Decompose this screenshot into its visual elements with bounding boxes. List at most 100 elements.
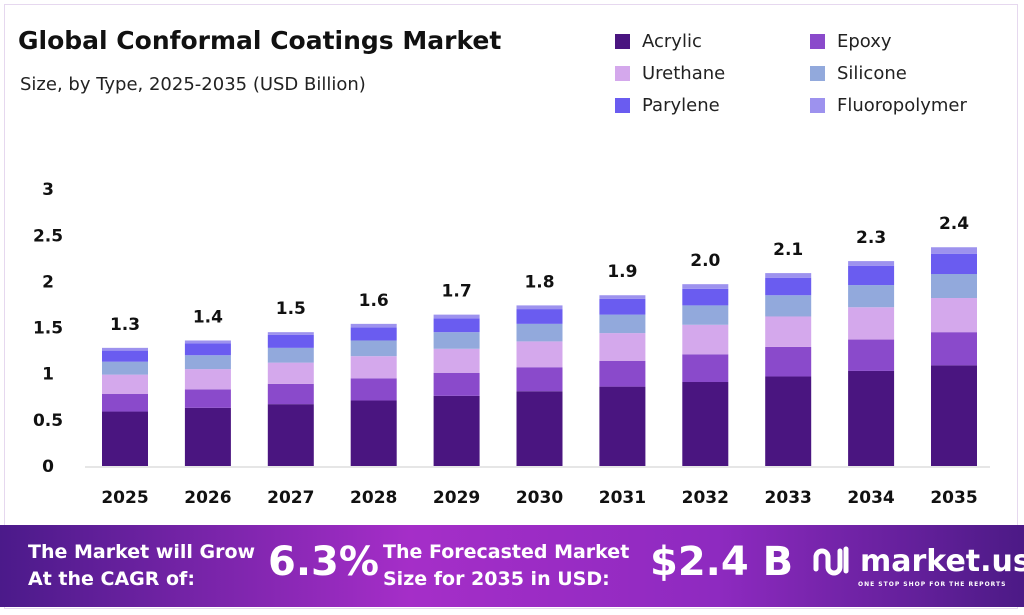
x-tick-label: 2028 (350, 488, 397, 508)
x-tick-label: 2027 (267, 488, 314, 508)
bar-segment-epoxy (267, 383, 314, 405)
legend-swatch (615, 65, 630, 81)
bar-segment-silicone (765, 295, 812, 317)
cagr-label-line1: The Market will Grow (28, 541, 256, 563)
y-tick-label: 2.5 (33, 226, 63, 246)
bar-segment-urethane (516, 341, 563, 368)
legend-label: Silicone (837, 62, 907, 84)
legend-item-silicone: Silicone (810, 62, 1005, 84)
cagr-label: The Market will Grow At the CAGR of: (28, 539, 255, 593)
bar-segment-acrylic (516, 391, 563, 466)
bar-segment-epoxy (433, 372, 480, 396)
brand-logo: market.us ONE STOP SHOP FOR THE REPORTS (812, 543, 1024, 588)
bar-segment-urethane (765, 316, 812, 347)
total-label: 1.8 (524, 272, 554, 292)
bar-segment-epoxy (599, 360, 646, 387)
x-tick-label: 2030 (516, 488, 563, 508)
bar-segment-silicone (516, 323, 563, 342)
total-label: 1.7 (442, 282, 472, 302)
bar-segment-silicone (184, 355, 231, 370)
legend-label: Urethane (642, 62, 726, 84)
bar-segment-fluoropolymer (848, 261, 895, 266)
bar-segment-fluoropolymer (682, 284, 729, 289)
bar-segment-acrylic (184, 407, 231, 466)
bar-segment-silicone (682, 305, 729, 325)
legend-item-parylene: Parylene (615, 94, 810, 116)
cagr-label-line2: At the CAGR of: (28, 568, 195, 590)
bar-segment-fluoropolymer (931, 247, 977, 254)
chart-subtitle: Size, by Type, 2025-2035 (USD Billion) (20, 74, 366, 95)
bar-segment-fluoropolymer (102, 347, 148, 351)
bar-segment-parylene (350, 327, 397, 341)
total-label: 2.3 (856, 228, 886, 248)
total-label: 1.5 (276, 299, 306, 319)
bar-segment-silicone (433, 332, 480, 349)
bar-segment-fluoropolymer (516, 305, 563, 310)
bar-segment-silicone (102, 361, 148, 375)
legend-label: Acrylic (642, 30, 702, 52)
legend-label: Epoxy (837, 30, 892, 52)
legend-label: Fluoropolymer (837, 94, 967, 116)
legend-item-acrylic: Acrylic (615, 30, 810, 52)
bar-segment-epoxy (350, 378, 397, 401)
bar-segment-parylene (184, 343, 231, 356)
bar-segment-acrylic (102, 411, 148, 466)
total-label: 2.1 (773, 240, 803, 260)
bar-segment-acrylic (599, 386, 646, 466)
bar-segment-silicone (931, 274, 977, 299)
bar-segment-acrylic (433, 395, 480, 466)
total-label: 1.9 (607, 262, 637, 282)
bar-segment-fluoropolymer (765, 273, 812, 278)
x-tick-label: 2032 (682, 488, 729, 508)
bar-segment-parylene (682, 288, 729, 306)
cagr-value: 6.3% (268, 539, 379, 585)
forecast-label: The Forecasted Market Size for 2035 in US… (383, 539, 629, 593)
bar-segment-silicone (848, 285, 895, 308)
bar-segment-urethane (184, 369, 231, 390)
x-tick-label: 2035 (930, 488, 977, 508)
brand-tagline: ONE STOP SHOP FOR THE REPORTS (858, 581, 1007, 588)
x-tick-label: 2031 (599, 488, 646, 508)
forecast-label-line1: The Forecasted Market (383, 541, 630, 563)
bar-segment-silicone (350, 340, 397, 357)
total-label: 2.0 (690, 251, 720, 271)
bar-segment-parylene (599, 298, 646, 315)
total-label: 1.3 (110, 315, 140, 335)
bar-segment-parylene (765, 277, 812, 296)
y-tick-label: 1 (42, 365, 54, 385)
legend-label: Parylene (642, 94, 720, 116)
chart-frame (4, 4, 1018, 609)
forecast-label-line2: Size for 2035 in USD: (383, 568, 610, 590)
x-tick-label: 2025 (101, 488, 148, 508)
bar-segment-urethane (848, 307, 895, 340)
bar-segment-acrylic (931, 365, 977, 466)
bar-segment-parylene (848, 265, 895, 286)
bar-segment-fluoropolymer (350, 323, 397, 328)
legend-swatch (810, 97, 825, 113)
legend-item-urethane: Urethane (615, 62, 810, 84)
bar-segment-fluoropolymer (184, 340, 231, 344)
bar-segment-epoxy (931, 332, 977, 366)
chart-title: Global Conformal Coatings Market (18, 26, 502, 55)
bar-segment-epoxy (848, 339, 895, 371)
y-tick-label: 2 (42, 272, 54, 292)
x-tick-label: 2029 (433, 488, 480, 508)
bar-segment-parylene (433, 318, 480, 333)
legend-swatch (615, 33, 630, 49)
bar-segment-silicone (599, 314, 646, 334)
x-tick-label: 2034 (847, 488, 894, 508)
legend-item-epoxy: Epoxy (810, 30, 1005, 52)
x-tick-label: 2026 (184, 488, 231, 508)
x-tick-label: 2033 (765, 488, 812, 508)
bar-segment-parylene (102, 350, 148, 362)
bar-segment-acrylic (682, 382, 729, 466)
legend-swatch (615, 97, 630, 113)
total-label: 1.4 (193, 307, 223, 327)
legend-item-fluoropolymer: Fluoropolymer (810, 94, 1005, 116)
bar-segment-fluoropolymer (267, 332, 314, 335)
bar-segment-urethane (102, 374, 148, 395)
bar-segment-acrylic (267, 404, 314, 466)
bar-segment-parylene (267, 334, 314, 348)
bar-segment-urethane (350, 356, 397, 379)
bar-segment-parylene (516, 309, 563, 324)
